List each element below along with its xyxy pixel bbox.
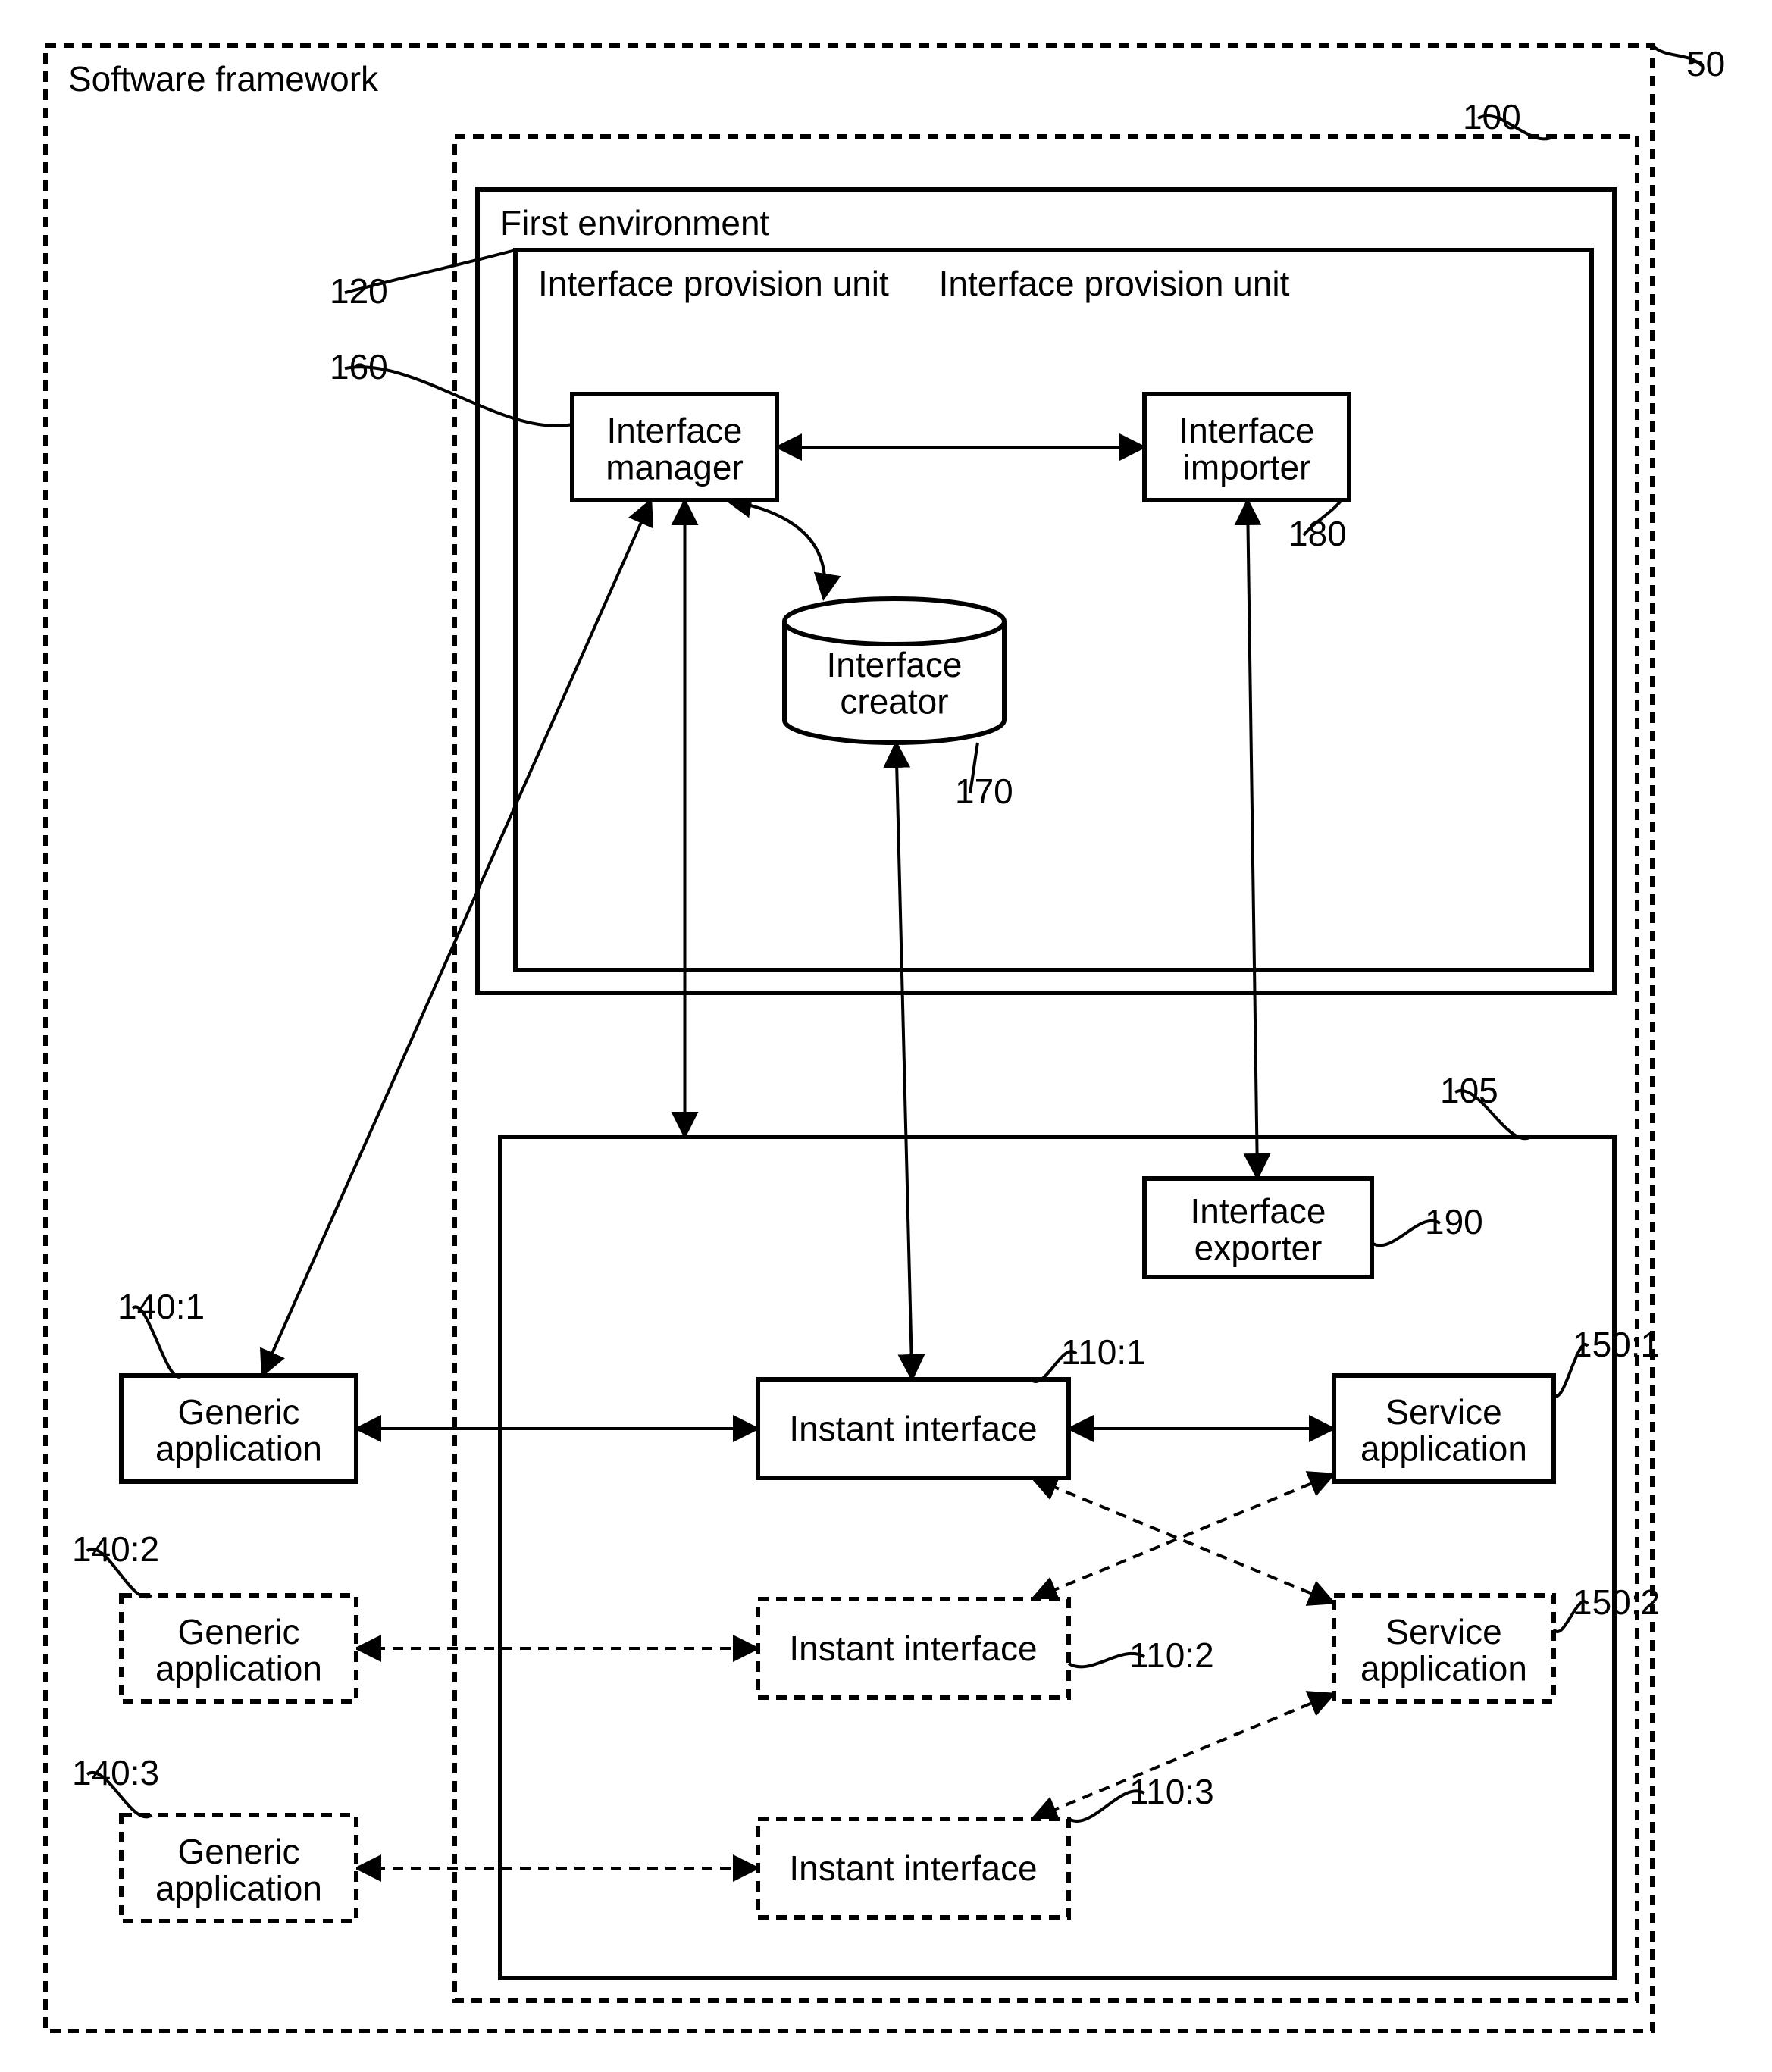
node-label2-ga1: application bbox=[155, 1429, 322, 1468]
node-label-mgr: Interface bbox=[607, 411, 743, 450]
node-label-ii2: Instant interface bbox=[789, 1629, 1037, 1668]
node-label-sa2: Service bbox=[1385, 1612, 1501, 1651]
node-label-ii1: Instant interface bbox=[789, 1409, 1037, 1448]
node-label-imp: Interface bbox=[1179, 411, 1315, 450]
ref-180: 180 bbox=[1288, 514, 1347, 553]
node-label2-sa2: application bbox=[1360, 1648, 1527, 1688]
node-label-ga1: Generic bbox=[177, 1392, 299, 1432]
diagram-canvas: Software framework First environment Inter… bbox=[0, 0, 1772, 2072]
node-label-sa1: Service bbox=[1385, 1392, 1501, 1432]
node-label2-imp: importer bbox=[1183, 447, 1311, 487]
node-label-cre: Interface bbox=[827, 645, 963, 684]
node-label-ga2: Generic bbox=[177, 1612, 299, 1651]
ref-105: 105 bbox=[1440, 1071, 1498, 1110]
ref-170: 170 bbox=[955, 772, 1013, 811]
ref-140:1: 140:1 bbox=[117, 1287, 205, 1326]
node-label2-ga3: application bbox=[155, 1868, 322, 1908]
container-label-env1: First environment bbox=[500, 203, 770, 243]
ref-120: 120 bbox=[330, 271, 388, 311]
container-label-ipu: Interface provision unit bbox=[939, 264, 1290, 303]
ref-140:3: 140:3 bbox=[72, 1753, 159, 1792]
ref-50: 50 bbox=[1686, 44, 1725, 83]
ref-140:2: 140:2 bbox=[72, 1529, 159, 1569]
node-label-ii3: Instant interface bbox=[789, 1848, 1037, 1888]
node-label2-cre: creator bbox=[840, 681, 948, 721]
container-ipu bbox=[515, 250, 1592, 970]
container-label-outer: Software framework bbox=[68, 59, 379, 99]
node-label-exp: Interface bbox=[1191, 1191, 1326, 1231]
node-label2-mgr: manager bbox=[606, 447, 744, 487]
node-label2-sa1: application bbox=[1360, 1429, 1527, 1468]
node-cre-top bbox=[784, 599, 1004, 644]
node-label-ga3: Generic bbox=[177, 1832, 299, 1871]
node-label2-exp: exporter bbox=[1194, 1228, 1323, 1267]
container-label-ipu: Interface provision unit bbox=[538, 264, 889, 303]
node-label2-ga2: application bbox=[155, 1648, 322, 1688]
